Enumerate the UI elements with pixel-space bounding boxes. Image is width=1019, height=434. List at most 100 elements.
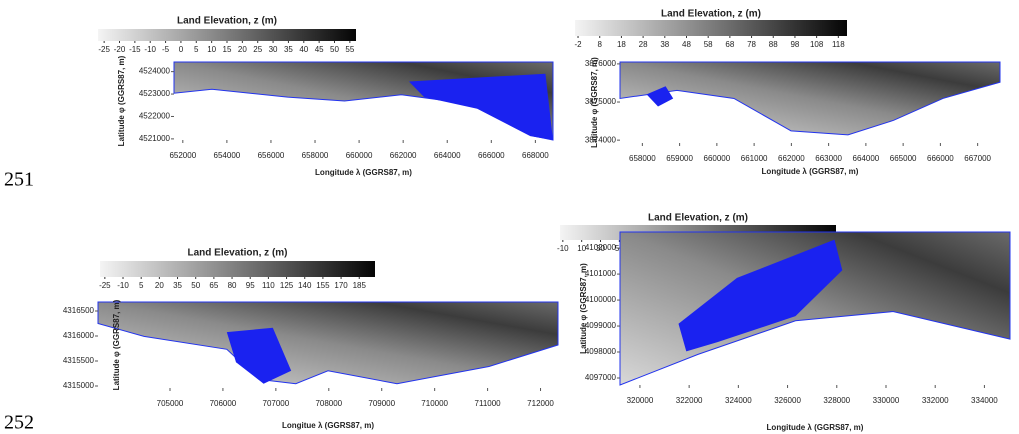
y-tick-label: 4102000 bbox=[585, 243, 617, 252]
colorbar-tick-label: 78 bbox=[747, 40, 756, 49]
x-tick-label: 711000 bbox=[475, 399, 502, 408]
x-tick-label: 322000 bbox=[676, 396, 703, 405]
y-axis-label: Latitude φ (GGRS87, m) bbox=[579, 263, 588, 354]
colorbar-tick-label: 125 bbox=[280, 281, 294, 290]
y-axis-label: Latitude φ (GGRS87, m) bbox=[590, 57, 599, 148]
colorbar-tick-label: 98 bbox=[790, 40, 799, 49]
x-tick-label: 660000 bbox=[704, 154, 731, 163]
y-tick-label: 4523000 bbox=[139, 89, 171, 98]
colorbar-tick-label: 28 bbox=[639, 40, 648, 49]
x-tick-label: 662000 bbox=[390, 151, 417, 160]
colorbar-tick-label: -10 bbox=[557, 244, 569, 253]
x-tick-label: 660000 bbox=[346, 151, 373, 160]
colorbar-tick-label: -25 bbox=[98, 45, 110, 54]
colorbar-tick-label: 155 bbox=[316, 281, 330, 290]
colorbar-tick-label: 5 bbox=[194, 45, 199, 54]
colorbar-tick-label: 40 bbox=[299, 45, 308, 54]
x-tick-label: 320000 bbox=[627, 396, 654, 405]
x-tick-label: 709000 bbox=[368, 399, 395, 408]
x-tick-label: 666000 bbox=[478, 151, 505, 160]
x-tick-label: 661000 bbox=[741, 154, 768, 163]
colorbar-tick-label: -5 bbox=[162, 45, 170, 54]
colorbar-tick-label: -15 bbox=[129, 45, 141, 54]
y-axis-label: Latitude φ (GGRS87, m) bbox=[112, 299, 121, 390]
colorbar-tick-label: 58 bbox=[704, 40, 713, 49]
colorbar-tick-label: 38 bbox=[660, 40, 669, 49]
colorbar bbox=[575, 20, 847, 36]
x-axis-label: Longitude λ (GGRS87, m) bbox=[762, 167, 859, 176]
y-tick-label: 4316000 bbox=[63, 331, 95, 340]
x-tick-label: 662000 bbox=[778, 154, 805, 163]
y-tick-label: 4100000 bbox=[585, 295, 617, 304]
colorbar-tick-label: 65 bbox=[209, 281, 218, 290]
x-tick-label: 658000 bbox=[302, 151, 329, 160]
colorbar-tick-label: -10 bbox=[144, 45, 156, 54]
y-tick-label: 4315500 bbox=[63, 356, 95, 365]
colorbar-tick-label: 140 bbox=[298, 281, 312, 290]
colorbar-tick-label: 8 bbox=[598, 40, 603, 49]
colorbar-tick-label: 185 bbox=[353, 281, 367, 290]
x-tick-label: 330000 bbox=[873, 396, 900, 405]
x-axis-label: Longitue λ (GGRS87, m) bbox=[282, 421, 374, 430]
colorbar-title: Land Elevation, z (m) bbox=[661, 9, 761, 20]
colorbar-tick-label: 50 bbox=[191, 281, 200, 290]
colorbar-tick-label: 48 bbox=[682, 40, 691, 49]
y-tick-label: 4316500 bbox=[63, 306, 95, 315]
colorbar-tick-label: 88 bbox=[769, 40, 778, 49]
colorbar-tick-label: -2 bbox=[574, 40, 582, 49]
line-number: 252 bbox=[4, 412, 34, 434]
x-tick-label: 658000 bbox=[629, 154, 656, 163]
x-tick-label: 707000 bbox=[263, 399, 290, 408]
y-tick-label: 4524000 bbox=[139, 67, 171, 76]
colorbar-tick-label: 170 bbox=[334, 281, 348, 290]
x-tick-label: 708000 bbox=[315, 399, 342, 408]
colorbar-tick-label: 68 bbox=[725, 40, 734, 49]
colorbar-title: Land Elevation, z (m) bbox=[187, 248, 287, 259]
colorbar-tick-label: 110 bbox=[262, 281, 275, 290]
x-tick-label: 654000 bbox=[214, 151, 241, 160]
x-tick-label: 332000 bbox=[922, 396, 949, 405]
colorbar-tick-label: 25 bbox=[253, 45, 262, 54]
colorbar-tick-label: 35 bbox=[284, 45, 293, 54]
y-axis-label: Latitude φ (GGRS87, m) bbox=[117, 55, 126, 146]
x-tick-label: 663000 bbox=[815, 154, 842, 163]
figure: 251 252 Land Elevation, z (m)-25-20-15-1… bbox=[0, 0, 1019, 434]
colorbar-tick-label: 5 bbox=[139, 281, 144, 290]
colorbar-tick-label: 50 bbox=[330, 45, 339, 54]
colorbar-title: Land Elevation, z (m) bbox=[177, 16, 277, 27]
colorbar-tick-label: 30 bbox=[269, 45, 278, 54]
x-tick-label: 667000 bbox=[964, 154, 991, 163]
x-tick-label: 666000 bbox=[927, 154, 954, 163]
x-tick-label: 659000 bbox=[666, 154, 693, 163]
colorbar-tick-label: -10 bbox=[117, 281, 129, 290]
x-tick-label: 656000 bbox=[258, 151, 285, 160]
colorbar-tick-label: 18 bbox=[617, 40, 626, 49]
colorbar-title: Land Elevation, z (m) bbox=[648, 213, 748, 224]
colorbar-tick-label: 45 bbox=[315, 45, 324, 54]
colorbar-tick-label: 10 bbox=[207, 45, 216, 54]
colorbar-tick-label: 20 bbox=[238, 45, 247, 54]
x-tick-label: 652000 bbox=[169, 151, 196, 160]
x-axis-label: Longitude λ (GGRS87, m) bbox=[315, 168, 412, 177]
colorbar-tick-label: -25 bbox=[99, 281, 111, 290]
colorbar-tick-label: 108 bbox=[810, 40, 824, 49]
x-tick-label: 664000 bbox=[434, 151, 461, 160]
x-tick-label: 706000 bbox=[210, 399, 237, 408]
x-axis-label: Longitude λ (GGRS87, m) bbox=[767, 423, 864, 432]
x-tick-label: 664000 bbox=[853, 154, 880, 163]
x-tick-label: 334000 bbox=[971, 396, 998, 405]
y-tick-label: 4097000 bbox=[585, 373, 617, 382]
y-tick-label: 4099000 bbox=[585, 321, 617, 330]
colorbar-tick-label: 15 bbox=[223, 45, 232, 54]
y-tick-label: 4098000 bbox=[585, 347, 617, 356]
y-tick-label: 4522000 bbox=[139, 112, 171, 121]
colorbar bbox=[100, 261, 375, 277]
x-tick-label: 705000 bbox=[157, 399, 184, 408]
x-tick-label: 328000 bbox=[823, 396, 850, 405]
x-tick-label: 324000 bbox=[725, 396, 752, 405]
x-tick-label: 326000 bbox=[774, 396, 801, 405]
colorbar-tick-label: -20 bbox=[114, 45, 126, 54]
y-tick-label: 4315000 bbox=[63, 381, 95, 390]
x-tick-label: 712000 bbox=[527, 399, 554, 408]
flood-area bbox=[409, 74, 553, 140]
